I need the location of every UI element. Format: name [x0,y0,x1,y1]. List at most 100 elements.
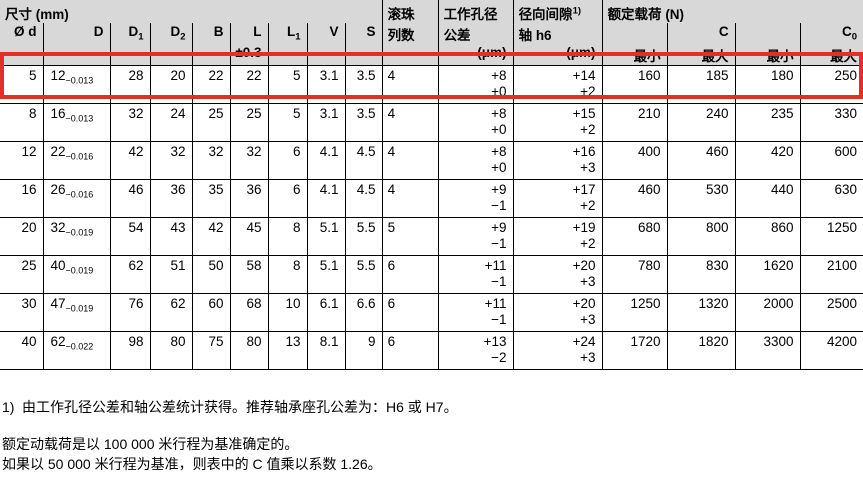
cell-D: 22−0.016 [42,141,110,180]
cell-c0-min: 3300 [734,331,801,370]
cell-shaft-diameter: 40 [21,334,37,349]
cell-D2: 62 [149,293,192,332]
cell-D1: 46 [109,179,150,218]
bore-tolerance-header-line2: 公差 [437,23,514,44]
cell-c0-max: 630 [799,179,863,218]
empty-header-cell [109,44,150,66]
footnote-text: 由工作孔径公差和轴公差统计获得。推荐轴承座孔公差为：H6 或 H7。 [22,399,458,415]
cell-c0-min: 440 [734,179,801,218]
radial-clearance-label: 径向间隙 [518,7,573,22]
col-header-D: D [42,23,110,44]
cell-L1: 8 [267,255,307,294]
cell-V: 5.1 [306,217,345,256]
D-tolerance: −0.022 [65,341,94,352]
empty-header-cell [149,44,192,66]
col-header-D1: D1 [109,23,150,44]
cell-S: 5.5 [344,255,383,294]
cell-c-min: 680 [601,217,668,256]
col-header-C: C [666,23,736,44]
empty-header-cell [306,44,345,66]
bearing-spec-table: 尺寸 (mm) 滚珠 工作孔径 径向间隙1) 额定载荷 (N) Ø d D D1… [0,0,863,370]
cell-B: 75 [191,331,230,370]
cell-c-min: 460 [601,179,668,218]
cell-L: 45 [229,217,268,256]
cell-c0-max: 2100 [799,255,863,294]
cell-c-max: 240 [666,103,736,142]
cell-B: 60 [191,293,230,332]
cell-D2: 36 [149,179,192,218]
cell-S: 5.5 [344,217,383,256]
table-header: 尺寸 (mm) 滚珠 工作孔径 径向间隙1) 额定载荷 (N) Ø d D D1… [0,0,863,66]
cell-B: 32 [191,141,230,180]
load-rating-notes: 额定动载荷是以 100 000 米行程为基准确定的。 如果以 50 000 米行… [2,434,863,474]
cell-L: 32 [229,141,268,180]
cell-L1: 6 [267,179,307,218]
note-line-1: 额定动载荷是以 100 000 米行程为基准确定的。 [2,436,299,452]
table-row: 20 32−0.019 54 43 42 45 8 5.1 5.5 5 +9 −1… [0,217,863,256]
bore-tolerance-header-line1: 工作孔径 [437,0,514,23]
col-header-c-max: 最大 [666,44,736,66]
cell-c0-max: 250 [799,65,863,104]
cell-c0-min: 2000 [734,293,801,332]
cell-bore-tolerance: +8 +0 [437,65,514,104]
cell-c-min: 780 [601,255,668,294]
header-row-columns: Ø d D D1 D2 B L L1 V S 列数 公差 轴 h6 C C0 [0,23,863,44]
col-header-D2: D2 [149,23,192,44]
cell-ball-rows: 6 [381,255,439,294]
cell-bore-tolerance: +9 −1 [437,179,514,218]
table-row: 30 47−0.019 76 62 60 68 10 6.1 6.6 6 +11… [0,293,863,332]
table-row: 8 16−0.013 32 24 25 25 5 3.1 3.5 4 +8 +0 … [0,103,863,142]
cell-D: 32−0.019 [42,217,110,256]
cell-shaft-diameter: 5 [28,68,37,83]
empty-header-cell [0,44,43,66]
c-min-spacer [601,23,668,44]
cell-B: 35 [191,179,230,218]
cell-c-min: 400 [601,141,668,180]
D-tolerance: −0.019 [65,265,94,276]
cell-B: 50 [191,255,230,294]
col-header-L1: L1 [267,23,307,44]
col-header-C0: C0 [799,23,863,44]
cell-V: 3.1 [306,103,345,142]
cell-ball-rows: 6 [381,293,439,332]
cell-D: 26−0.016 [42,179,110,218]
empty-header-cell [191,44,230,66]
cell-L1: 13 [267,331,307,370]
cell-c0-min: 1620 [734,255,801,294]
cell-radial-clearance: +14 +2 [512,65,603,104]
cell-S: 4.5 [344,141,383,180]
cell-radial-clearance: +15 +2 [512,103,603,142]
radial-clearance-header-line1: 径向间隙1) [512,0,603,23]
cell-D1: 98 [109,331,150,370]
cell-c0-min: 180 [734,65,801,104]
col-header-V: V [306,23,345,44]
footnote-ref-icon: 1) [572,5,582,17]
cell-c-min: 1250 [601,293,668,332]
table-row: 40 62−0.022 98 80 75 80 13 8.1 9 6 +13 −2… [0,331,863,370]
cell-c-max: 1820 [666,331,736,370]
cell-D2: 51 [149,255,192,294]
cell-radial-clearance: +24 +3 [512,331,603,370]
cell-D2: 20 [149,65,192,104]
cell-ball-rows: 4 [381,65,439,104]
cell-bore-tolerance: +13 −2 [437,331,514,370]
cell-L1: 5 [267,103,307,142]
D-tolerance: −0.016 [65,151,94,162]
radial-clearance-unit: (μm) [512,44,603,66]
cell-shaft-diameter: 25 [21,258,37,273]
cell-c0-min: 860 [734,217,801,256]
cell-shaft-diameter: 8 [28,106,37,121]
ball-rows-header-line1: 滚珠 [381,0,439,23]
cell-L: 68 [229,293,268,332]
cell-c-max: 530 [666,179,736,218]
cell-ball-rows: 6 [381,331,439,370]
note-line-2: 如果以 50 000 米行程为基准，则表中的 C 值乘以系数 1.26。 [2,456,382,472]
cell-V: 8.1 [306,331,345,370]
ball-rows-header-line2: 列数 [381,23,439,44]
cell-L: 25 [229,103,268,142]
empty-header-cell [267,44,307,66]
cell-c0-max: 4200 [799,331,863,370]
empty-header-cell [344,44,383,66]
cell-bore-tolerance: +8 +0 [437,103,514,142]
cell-radial-clearance: +17 +2 [512,179,603,218]
